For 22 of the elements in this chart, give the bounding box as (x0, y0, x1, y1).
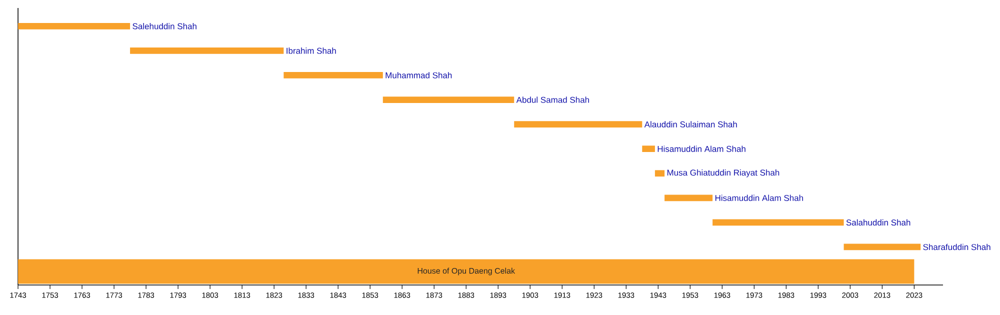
y-tick-label: Abdul Samad Shah (516, 96, 589, 103)
bar (664, 194, 713, 202)
bar (382, 96, 514, 103)
y-tick-label: Salahuddin Shah (846, 219, 910, 226)
bar (844, 244, 921, 250)
bar (18, 259, 914, 284)
bar (642, 146, 655, 152)
y-tick-label: Salehuddin Shah (132, 23, 196, 30)
y-tick-label: Alauddin Sulaiman Shah (644, 121, 737, 128)
bar (130, 47, 284, 54)
bar (514, 121, 642, 128)
y-tick-label: Sharafuddin Shah (923, 244, 990, 250)
y-tick-label: House of Opu Daeng Celak (418, 268, 516, 276)
y-tick-label: Muhammad Shah (386, 72, 452, 78)
y-tick-label: Hisamuddin Alam Shah (715, 194, 803, 202)
bar (284, 72, 383, 78)
y-tick-label: Hisamuddin Alam Shah (658, 146, 746, 152)
bar (712, 219, 844, 226)
y-tick-label: Musa Ghiatuddin Riayat Shah (667, 169, 780, 178)
bar (654, 170, 665, 177)
bar (18, 22, 130, 30)
y-tick-label: Ibrahim Shah (286, 48, 336, 54)
